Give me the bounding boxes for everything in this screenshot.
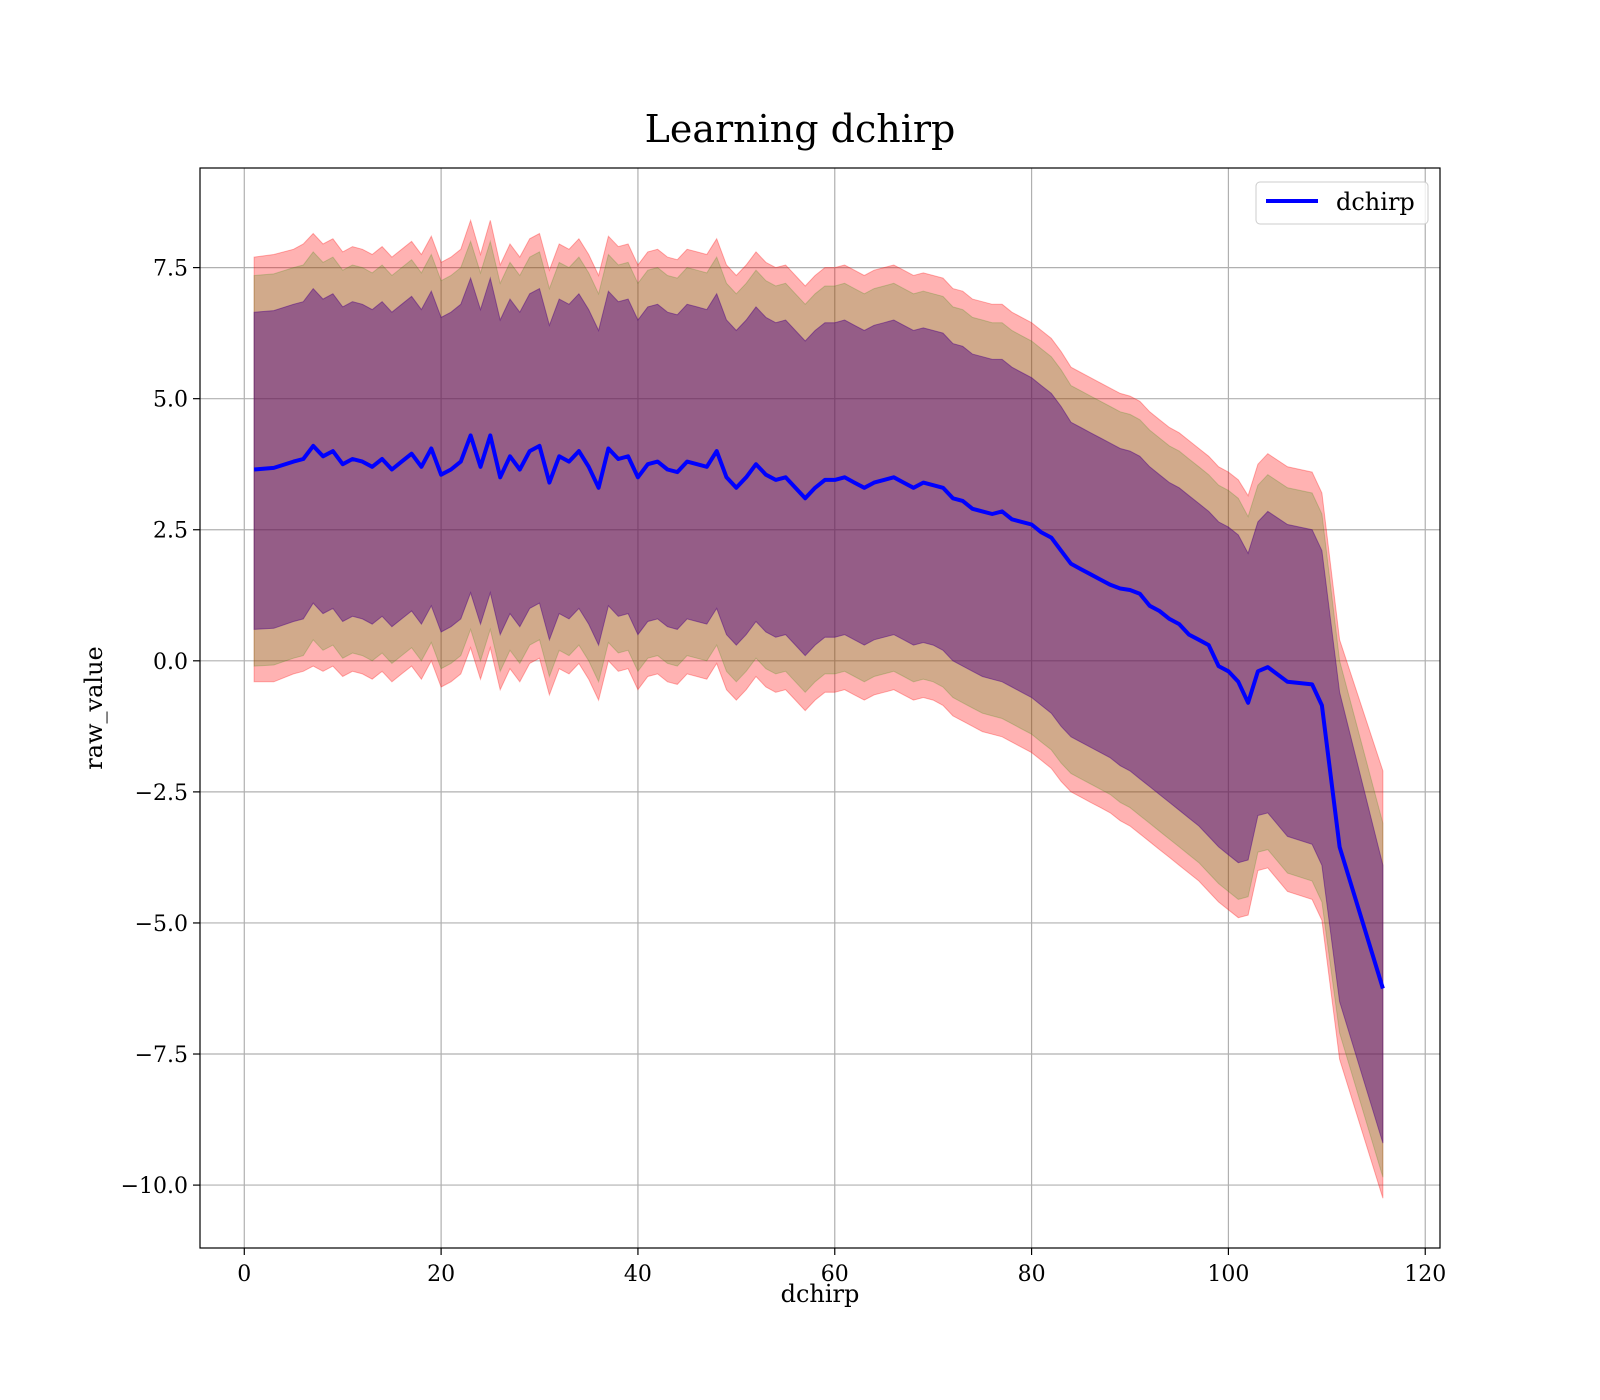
std-band [253, 239, 1384, 1178]
y-tick-label: 2.5 [153, 519, 188, 544]
x-tick-label: 60 [821, 1262, 849, 1287]
y-tick-label: −10.0 [121, 1174, 188, 1199]
x-axis-ticks: 0 20 40 60 80 100 120 [237, 1248, 1446, 1287]
series-line-dchirp [253, 433, 1385, 990]
x-tick-label: 0 [237, 1262, 251, 1287]
y-tick-label: 0.0 [153, 650, 188, 675]
x-axis-label: dchirp [781, 1280, 860, 1308]
y-tick-label: 5.0 [153, 388, 188, 413]
confidence-bands [253, 218, 1384, 1199]
y-tick-label: −7.5 [135, 1043, 188, 1068]
legend-label: dchirp [1336, 188, 1415, 216]
x-tick-label: 120 [1404, 1262, 1446, 1287]
x-tick-label: 20 [427, 1262, 455, 1287]
legend-box [1255, 181, 1429, 225]
chart-title: Learning dchirp [645, 107, 956, 151]
y-axis-label: raw_value [80, 646, 108, 770]
y-tick-label: −5.0 [135, 912, 188, 937]
x-tick-label: 80 [1018, 1262, 1046, 1287]
x-tick-label: 100 [1207, 1262, 1249, 1287]
plot-frame [199, 167, 1441, 1249]
legend: dchirp [1255, 181, 1429, 225]
data-lines [253, 433, 1385, 990]
std-band [253, 276, 1384, 1144]
std-band [253, 218, 1384, 1199]
y-tick-label: −2.5 [135, 781, 188, 806]
grid-lines [200, 168, 1440, 1248]
y-axis-ticks: 7.5 5.0 2.5 0.0 −2.5 −5.0 −7.5 −10.0 [121, 257, 200, 1199]
y-tick-label: 7.5 [153, 257, 188, 282]
x-tick-label: 40 [624, 1262, 652, 1287]
